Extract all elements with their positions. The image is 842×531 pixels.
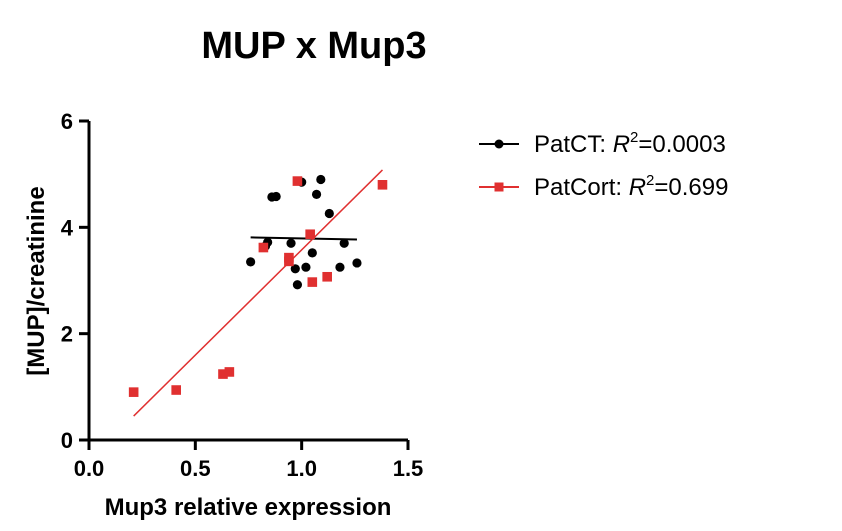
data-point-patcort — [377, 180, 388, 190]
legend-r-symbol-patct: R — [613, 131, 630, 158]
data-point-patct — [246, 257, 256, 267]
fit-line-patcort — [133, 169, 384, 417]
legend-r-symbol-patcort: R — [629, 174, 646, 201]
data-point-patcort — [258, 242, 269, 253]
legend-r2-value-patct: =0.0003 — [638, 131, 725, 158]
data-point-patct — [290, 264, 300, 274]
data-point-patct — [307, 248, 317, 258]
legend: PatCT: R2=0.0003 PatCort: R2=0.699 — [479, 129, 728, 201]
y-tick-label: 0 — [61, 428, 73, 453]
x-axis-label: Mup3 relative expression — [105, 494, 392, 521]
legend-r-superscript-patct: 2 — [630, 129, 638, 146]
legend-marker-patcort — [494, 182, 504, 192]
legend-r2-value-patcort: =0.699 — [654, 174, 728, 201]
data-point-patct — [316, 174, 326, 185]
x-tick-label: 0.0 — [74, 456, 105, 481]
y-tick-label: 4 — [61, 215, 74, 240]
legend-r-superscript-patcort: 2 — [646, 172, 654, 189]
data-point-patcort — [322, 271, 332, 282]
legend-name-patcort: PatCort: — [534, 174, 629, 201]
data-point-patct — [301, 262, 311, 272]
data-point-patct — [335, 262, 345, 272]
data-point-patcort — [292, 176, 303, 186]
data-point-patct — [286, 238, 296, 248]
data-point-patcort — [218, 369, 228, 379]
data-point-patct — [352, 258, 362, 268]
legend-label-patcort: PatCort: R2=0.699 — [534, 172, 728, 201]
data-point-patcort — [128, 387, 139, 397]
legend-marker-patct — [494, 139, 504, 149]
legend-label-patct: PatCT: R2=0.0003 — [534, 129, 726, 158]
data-point-patcort — [224, 367, 235, 377]
axes: 0.0 0.5 1.0 1.5 0 2 4 6 — [61, 109, 424, 481]
data-point-patcort — [305, 229, 315, 240]
legend-entry-patcort: PatCort: R2=0.699 — [479, 172, 728, 201]
data-point-patct — [324, 208, 334, 219]
legend-entry-patct: PatCT: R2=0.0003 — [479, 129, 726, 158]
y-tick-label: 2 — [61, 322, 73, 347]
y-axis-label: [MUP]/creatinine — [23, 186, 50, 375]
data-point-patcort — [171, 385, 181, 395]
x-tick-label: 1.5 — [393, 456, 424, 481]
data-point-patcort — [307, 277, 318, 287]
plot-area — [128, 169, 388, 417]
data-point-patct — [267, 192, 277, 202]
data-point-patcort — [284, 252, 294, 263]
y-tick-label: 6 — [61, 109, 73, 134]
legend-name-patct: PatCT: — [534, 131, 613, 158]
x-tick-label: 1.0 — [286, 456, 317, 481]
data-point-patct — [292, 280, 303, 290]
data-point-patct — [311, 189, 322, 199]
x-tick-label: 0.5 — [180, 456, 211, 481]
chart-title: MUP x Mup3 — [201, 25, 426, 67]
data-point-patct — [339, 238, 349, 248]
